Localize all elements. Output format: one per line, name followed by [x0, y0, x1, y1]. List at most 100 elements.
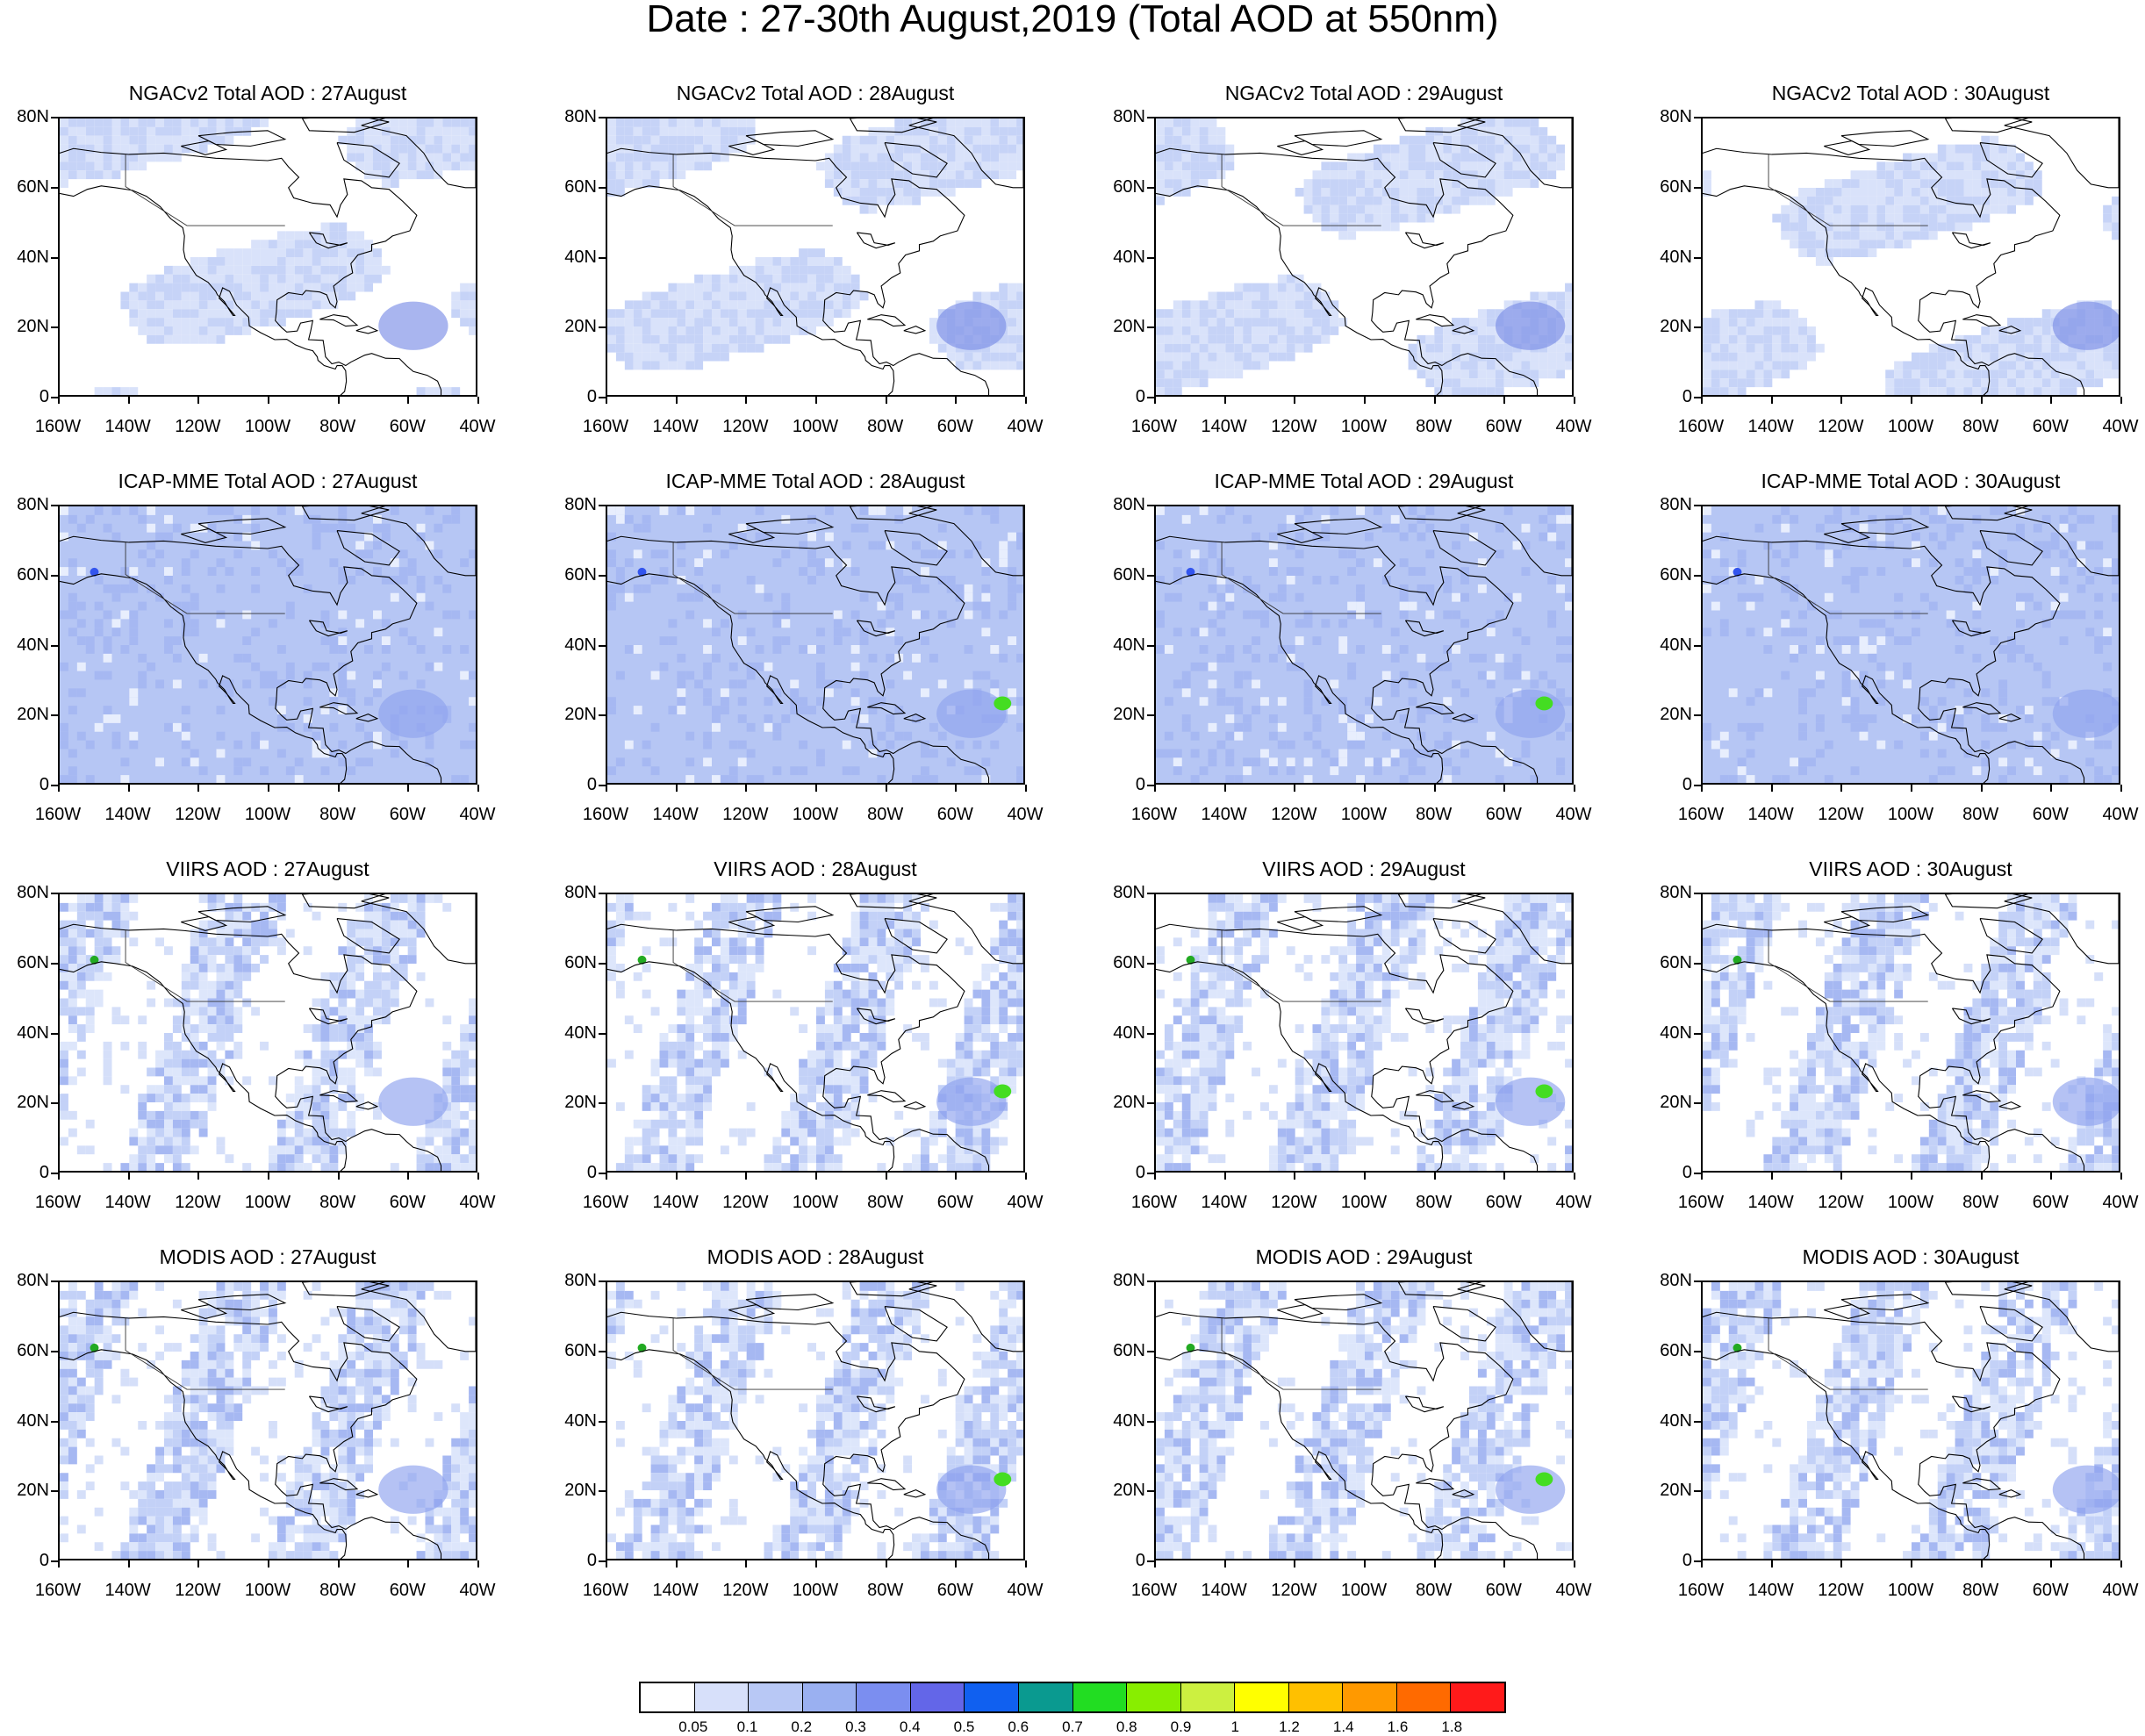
- longitude-label: 40W: [442, 418, 513, 435]
- map-panel: [58, 1280, 477, 1560]
- latitude-label: 40N: [1650, 248, 1692, 266]
- map-panel: [1154, 505, 1574, 785]
- longitude-tick: [1911, 397, 1912, 404]
- longitude-tick: [745, 785, 747, 792]
- longitude-label: 140W: [1736, 1194, 1806, 1211]
- longitude-tick: [1701, 1173, 1703, 1180]
- longitude-tick: [1224, 785, 1226, 792]
- longitude-tick: [1434, 785, 1436, 792]
- latitude-label: 60N: [1103, 954, 1145, 972]
- latitude-tick: [51, 117, 58, 118]
- latitude-tick: [51, 963, 58, 965]
- longitude-label: 60W: [2015, 418, 2085, 435]
- longitude-tick: [1224, 397, 1226, 404]
- dust-plume: [378, 1078, 448, 1126]
- aod-map: [1703, 1282, 2119, 1559]
- latitude-tick: [1694, 714, 1701, 716]
- longitude-tick: [1503, 397, 1505, 404]
- longitude-tick: [676, 1560, 678, 1567]
- longitude-tick: [1981, 397, 1983, 404]
- colorbar-swatch: [857, 1683, 911, 1711]
- longitude-label: 140W: [641, 418, 711, 435]
- latitude-label: 80N: [555, 108, 597, 126]
- longitude-label: 80W: [1946, 1582, 2016, 1599]
- latitude-label: 0: [7, 1552, 49, 1569]
- latitude-label: 40N: [1103, 248, 1145, 266]
- latitude-tick: [1147, 1102, 1154, 1104]
- latitude-label: 20N: [555, 318, 597, 335]
- longitude-tick: [268, 785, 269, 792]
- longitude-label: 140W: [93, 418, 163, 435]
- colorbar-label: 1.8: [1425, 1718, 1478, 1736]
- longitude-label: 60W: [372, 1582, 442, 1599]
- longitude-tick: [2120, 785, 2122, 792]
- longitude-tick: [745, 1173, 747, 1180]
- longitude-tick: [1294, 1560, 1295, 1567]
- latitude-label: 20N: [555, 1481, 597, 1499]
- latitude-tick: [1694, 187, 1701, 189]
- latitude-label: 20N: [1650, 1481, 1692, 1499]
- latitude-label: 20N: [555, 706, 597, 723]
- latitude-label: 80N: [1650, 496, 1692, 513]
- map-panel: [58, 505, 477, 785]
- aod-map: [60, 894, 476, 1171]
- longitude-tick: [1701, 785, 1703, 792]
- latitude-tick: [1147, 893, 1154, 894]
- longitude-label: 160W: [1119, 1194, 1189, 1211]
- latitude-label: 20N: [7, 318, 49, 335]
- longitude-label: 80W: [850, 418, 921, 435]
- latitude-tick: [1147, 575, 1154, 577]
- longitude-tick: [1840, 1560, 1842, 1567]
- longitude-label: 100W: [233, 806, 303, 823]
- latitude-tick: [599, 1102, 606, 1104]
- colorbar-swatch: [1289, 1683, 1344, 1711]
- longitude-label: 80W: [850, 806, 921, 823]
- latitude-tick: [1147, 645, 1154, 647]
- latitude-tick: [1694, 397, 1701, 398]
- longitude-label: 40W: [1539, 418, 1609, 435]
- latitude-label: 0: [1650, 776, 1692, 793]
- longitude-label: 140W: [93, 1582, 163, 1599]
- longitude-label: 160W: [1119, 806, 1189, 823]
- aod-map: [607, 118, 1023, 395]
- longitude-label: 60W: [1468, 1582, 1539, 1599]
- longitude-label: 140W: [93, 806, 163, 823]
- latitude-label: 20N: [7, 1094, 49, 1111]
- longitude-tick: [1840, 1173, 1842, 1180]
- longitude-tick: [268, 397, 269, 404]
- longitude-tick: [2120, 397, 2122, 404]
- latitude-tick: [1147, 1280, 1154, 1282]
- longitude-tick: [1294, 397, 1295, 404]
- longitude-label: 100W: [1329, 806, 1399, 823]
- latitude-label: 0: [7, 1164, 49, 1181]
- aod-map: [1156, 118, 1572, 395]
- latitude-tick: [1694, 575, 1701, 577]
- longitude-label: 120W: [1805, 418, 1876, 435]
- colorbar-label: 0.8: [1101, 1718, 1153, 1736]
- longitude-label: 80W: [1946, 806, 2016, 823]
- longitude-label: 80W: [850, 1194, 921, 1211]
- latitude-label: 60N: [1103, 566, 1145, 584]
- longitude-label: 100W: [233, 1194, 303, 1211]
- latitude-tick: [599, 893, 606, 894]
- dust-plume: [936, 690, 1006, 738]
- latitude-label: 60N: [1103, 1342, 1145, 1359]
- longitude-label: 140W: [93, 1194, 163, 1211]
- aod-map: [1156, 894, 1572, 1171]
- colorbar-label: 0.4: [884, 1718, 936, 1736]
- latitude-label: 40N: [1103, 1024, 1145, 1042]
- longitude-label: 120W: [1805, 806, 1876, 823]
- longitude-tick: [197, 397, 199, 404]
- latitude-tick: [51, 1490, 58, 1492]
- latitude-tick: [599, 1173, 606, 1174]
- latitude-tick: [1147, 257, 1154, 259]
- colorbar-swatch: [1235, 1683, 1289, 1711]
- longitude-tick: [58, 397, 60, 404]
- longitude-label: 80W: [1946, 1194, 2016, 1211]
- latitude-label: 0: [555, 776, 597, 793]
- latitude-tick: [1147, 187, 1154, 189]
- longitude-label: 100W: [1876, 418, 1946, 435]
- map-panel: [606, 117, 1025, 397]
- longitude-label: 40W: [990, 1194, 1060, 1211]
- map-panel: [606, 893, 1025, 1173]
